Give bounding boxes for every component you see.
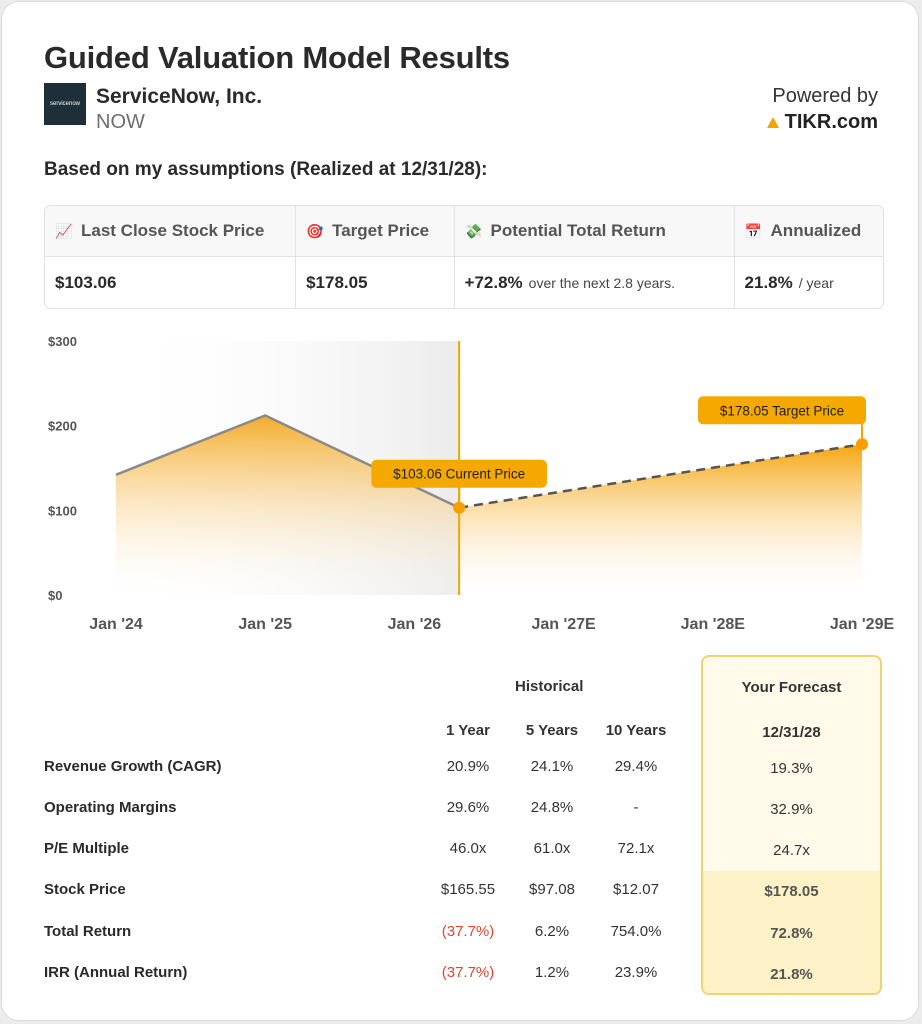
table-cell: $165.55 bbox=[440, 881, 496, 898]
current-price-callout-text: $103.06 Current Price bbox=[393, 467, 525, 482]
forecast-date: 12/31/28 bbox=[762, 724, 821, 741]
forecast-cell: 72.8% bbox=[770, 925, 813, 942]
forecast-cell: 21.8% bbox=[770, 966, 813, 983]
metric-value: +72.8% bbox=[464, 272, 523, 292]
metric-label: Last Close Stock Price bbox=[81, 221, 265, 240]
target-price-callout-point bbox=[856, 438, 868, 451]
x-tick-label: Jan '27E bbox=[531, 616, 596, 633]
powered-by-label: Powered by bbox=[772, 85, 878, 107]
table-cell: 20.9% bbox=[446, 758, 490, 775]
metric-total-return: 💸 Potential Total Return +72.8% over the n… bbox=[454, 206, 735, 308]
metric-last-close: 📈 Last Close Stock Price $103.06 bbox=[45, 206, 297, 308]
assumptions-heading: Based on my assumptions (Realized at 12/… bbox=[44, 159, 488, 180]
table-cell: - bbox=[633, 799, 639, 816]
money-icon: 💸 bbox=[464, 222, 483, 239]
forecast-header: Your Forecast bbox=[741, 679, 842, 696]
price-chart: $300 $200 $100 $0 Jan '24 Jan '25 Jan '26 Jan '… bbox=[48, 334, 894, 633]
company-name: ServiceNow, Inc. bbox=[96, 85, 263, 108]
x-tick-label: Jan '24 bbox=[89, 616, 143, 633]
historical-header: Historical bbox=[515, 678, 584, 695]
y-tick-label: $200 bbox=[48, 419, 77, 434]
x-tick-label: Jan '28E bbox=[681, 616, 746, 633]
row-label: IRR (Annual Return) bbox=[44, 964, 188, 981]
metric-label: Potential Total Return bbox=[490, 221, 666, 240]
y-tick-label: $0 bbox=[48, 588, 62, 603]
row-label: Revenue Growth (CAGR) bbox=[44, 758, 222, 775]
tikr-brand-text: TIKR.com bbox=[784, 111, 878, 133]
target-price-callout: $178.05 Target Price bbox=[698, 396, 868, 451]
metrics-table: 📈 Last Close Stock Price $103.06 🎯 Target … bbox=[44, 205, 884, 309]
table-cell: 61.0x bbox=[533, 840, 571, 857]
metric-label: Target Price bbox=[332, 221, 430, 240]
calendar-icon: 📅 bbox=[744, 222, 763, 239]
metric-value: $178.05 bbox=[306, 272, 368, 292]
y-tick-label: $100 bbox=[48, 503, 77, 518]
current-price-callout-point bbox=[453, 501, 466, 514]
column-header: 1 Year bbox=[446, 722, 490, 739]
forecast-column bbox=[701, 655, 882, 995]
tikr-logo-icon bbox=[766, 117, 779, 128]
row-label: Stock Price bbox=[44, 881, 126, 898]
forecast-cell: 24.7x bbox=[773, 842, 810, 859]
y-tick-label: $300 bbox=[48, 334, 77, 349]
table-cell: 23.9% bbox=[614, 964, 658, 981]
metric-value: $103.06 bbox=[55, 272, 117, 292]
x-tick-label: Jan '29E bbox=[830, 616, 894, 633]
metric-label: Annualized bbox=[770, 221, 862, 240]
forecast-area bbox=[459, 444, 862, 595]
table-cell: (37.7%) bbox=[441, 923, 495, 940]
table-cell: $97.08 bbox=[529, 881, 575, 898]
historical-area bbox=[116, 415, 460, 595]
x-tick-label: Jan '25 bbox=[238, 616, 292, 633]
row-label: Total Return bbox=[44, 923, 132, 940]
target-price-callout-text: $178.05 Target Price bbox=[720, 403, 844, 418]
metric-value: 21.8% bbox=[744, 272, 793, 292]
table-cell: 24.8% bbox=[530, 799, 574, 816]
metric-suffix: / year bbox=[798, 274, 834, 291]
company-logo: servicenow bbox=[44, 83, 86, 125]
table-cell: $12.07 bbox=[613, 881, 659, 898]
row-label: P/E Multiple bbox=[44, 840, 130, 857]
forecast-cell: $178.05 bbox=[764, 883, 819, 900]
forecast-highlight bbox=[703, 871, 880, 993]
chart-up-icon: 📈 bbox=[55, 222, 73, 239]
metric-suffix: over the next 2.8 years. bbox=[528, 274, 675, 291]
current-price-callout: $103.06 Current Price bbox=[371, 459, 547, 514]
ticker-symbol: NOW bbox=[96, 111, 145, 133]
metric-annualized: 📅 Annualized 21.8% / year bbox=[734, 206, 883, 308]
table-cell: 29.4% bbox=[614, 758, 658, 775]
x-tick-label: Jan '26 bbox=[388, 616, 442, 633]
forecast-cell: 32.9% bbox=[770, 801, 813, 818]
table-cell: 29.6% bbox=[446, 799, 490, 816]
column-header: 10 Years bbox=[605, 722, 667, 739]
table-cell: 6.2% bbox=[534, 923, 570, 940]
table-cell: 24.1% bbox=[530, 758, 574, 775]
page-title: Guided Valuation Model Results bbox=[44, 40, 510, 75]
forecast-cell: 19.3% bbox=[770, 760, 813, 777]
table-cell: (37.7%) bbox=[441, 964, 495, 981]
table-cell: 46.0x bbox=[449, 840, 487, 857]
tikr-brand-link[interactable]: TIKR.com bbox=[766, 111, 878, 134]
table-cell: 1.2% bbox=[534, 964, 570, 981]
row-label: Operating Margins bbox=[44, 799, 177, 816]
target-icon: 🎯 bbox=[306, 222, 324, 239]
table-cell: 72.1x bbox=[617, 840, 655, 857]
column-header: 5 Years bbox=[525, 722, 579, 739]
forecast-line bbox=[458, 443, 863, 509]
metric-target-price: 🎯 Target Price $178.05 bbox=[296, 206, 455, 308]
table-cell: 754.0% bbox=[610, 923, 662, 940]
